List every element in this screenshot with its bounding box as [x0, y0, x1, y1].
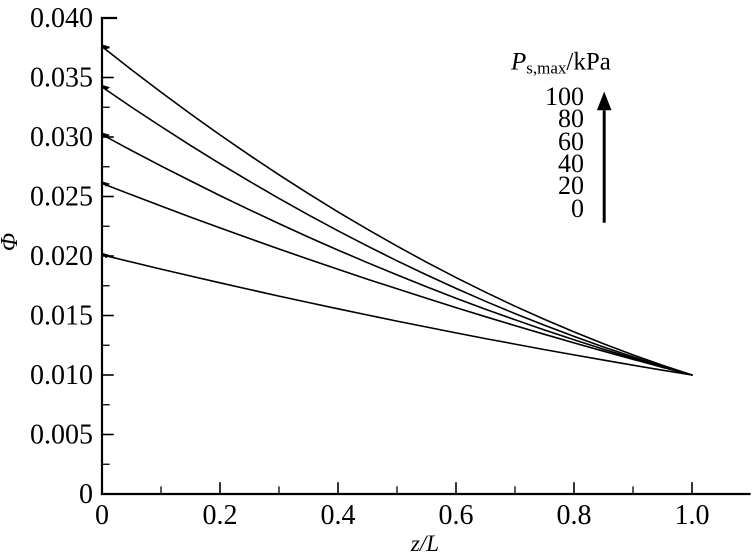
svg-text:0.2: 0.2 — [203, 500, 238, 531]
svg-text:0.6: 0.6 — [439, 500, 474, 531]
svg-text:0: 0 — [95, 500, 109, 531]
svg-text:0.005: 0.005 — [30, 420, 93, 451]
svg-text:0.4: 0.4 — [321, 500, 356, 531]
svg-text:0: 0 — [79, 479, 93, 510]
svg-text:0.035: 0.035 — [30, 63, 93, 94]
svg-text:0.030: 0.030 — [30, 122, 93, 153]
svg-text:Φ: Φ — [0, 233, 23, 251]
svg-text:0.015: 0.015 — [30, 301, 93, 332]
svg-text:0: 0 — [571, 194, 584, 223]
svg-text:0.010: 0.010 — [30, 360, 93, 391]
svg-text:0.040: 0.040 — [30, 3, 93, 34]
svg-text:0.020: 0.020 — [30, 241, 93, 272]
svg-text:1.0: 1.0 — [675, 500, 710, 531]
svg-text:z/L: z/L — [410, 531, 439, 556]
svg-text:0.8: 0.8 — [557, 500, 592, 531]
svg-text:0.025: 0.025 — [30, 182, 93, 213]
